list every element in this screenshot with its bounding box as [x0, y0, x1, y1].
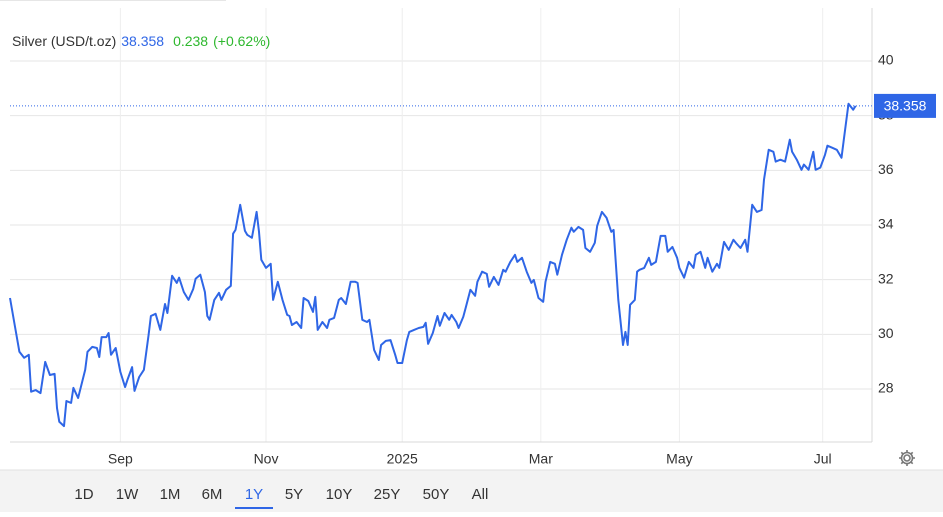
range-button[interactable]: 6M: [202, 486, 223, 503]
chart-title: Silver (USD/t.oz): [12, 33, 116, 49]
change: 0.238: [173, 33, 208, 49]
range-button[interactable]: 10Y: [326, 486, 353, 503]
x-tick-label: Sep: [108, 451, 133, 467]
range-button[interactable]: 25Y: [374, 486, 401, 503]
settings-icon-teeth: [899, 450, 915, 466]
y-tick-label: 36: [878, 161, 894, 177]
settings-icon-hub: [903, 454, 911, 462]
settings-icon[interactable]: [899, 450, 915, 466]
x-tick-label: May: [666, 451, 692, 467]
range-button[interactable]: All: [472, 486, 489, 503]
y-tick-label: 28: [878, 380, 894, 396]
x-tick-label: 2025: [387, 451, 418, 467]
toolbar-bg: [0, 470, 943, 512]
last-price: 38.358: [121, 33, 164, 49]
range-underline: [235, 507, 273, 509]
range-button[interactable]: 1M: [160, 486, 181, 503]
last-price-box: [874, 93, 936, 118]
settings-icon-ring: [900, 451, 914, 465]
last-price-label: 38.358: [884, 98, 927, 114]
x-tick-label: Jul: [814, 451, 832, 467]
header: Silver (USD/t.oz) 38.358 0.238 (+0.62%): [12, 33, 270, 49]
y-tick-label: 32: [878, 270, 894, 286]
range-button[interactable]: 5Y: [285, 486, 303, 503]
range-button[interactable]: 1D: [74, 486, 93, 503]
x-tick-label: Mar: [529, 451, 553, 467]
range-buttons: 1D 1W 1M 6M 1Y 5Y 10Y 25Y 50Y All: [74, 486, 488, 509]
y-tick-label: 40: [878, 52, 894, 68]
x-tick-label: Nov: [254, 451, 279, 467]
y-tick-label: 30: [878, 325, 894, 341]
marks: [9, 102, 872, 428]
y-tick-label: 34: [878, 216, 894, 232]
range-button[interactable]: 1W: [116, 486, 139, 503]
price-line: [9, 102, 857, 428]
range-button[interactable]: 1Y: [245, 486, 263, 503]
range-button[interactable]: 50Y: [423, 486, 450, 503]
change-pct: (+0.62%): [213, 33, 270, 49]
